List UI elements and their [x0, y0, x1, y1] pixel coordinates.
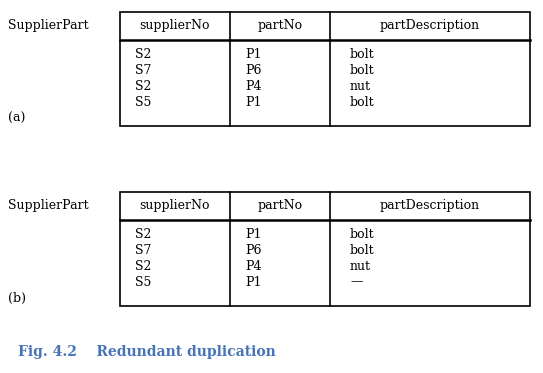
Text: S7: S7 — [135, 63, 151, 76]
Text: S2: S2 — [135, 79, 151, 93]
Text: P6: P6 — [245, 244, 262, 257]
Text: S5: S5 — [135, 276, 151, 288]
Text: S7: S7 — [135, 244, 151, 257]
Text: partDescription: partDescription — [380, 200, 480, 213]
Text: bolt: bolt — [350, 95, 375, 109]
Text: P1: P1 — [245, 47, 262, 60]
Text: supplierNo: supplierNo — [140, 200, 210, 213]
Text: SupplierPart: SupplierPart — [8, 200, 89, 213]
Text: S2: S2 — [135, 260, 151, 273]
Text: partNo: partNo — [257, 19, 302, 32]
Text: bolt: bolt — [350, 63, 375, 76]
Bar — [120, 12, 530, 126]
Text: (b): (b) — [8, 292, 26, 304]
Text: P1: P1 — [245, 228, 262, 241]
Bar — [120, 192, 530, 306]
Text: bolt: bolt — [350, 47, 375, 60]
Text: bolt: bolt — [350, 228, 375, 241]
Text: S5: S5 — [135, 95, 151, 109]
Text: SupplierPart: SupplierPart — [8, 19, 89, 32]
Text: S2: S2 — [135, 228, 151, 241]
Text: —: — — [350, 276, 363, 288]
Text: nut: nut — [350, 79, 371, 93]
Text: bolt: bolt — [350, 244, 375, 257]
Text: nut: nut — [350, 260, 371, 273]
Text: (a): (a) — [8, 112, 26, 125]
Text: P1: P1 — [245, 95, 262, 109]
Text: supplierNo: supplierNo — [140, 19, 210, 32]
Text: partNo: partNo — [257, 200, 302, 213]
Text: P4: P4 — [245, 79, 262, 93]
Text: S2: S2 — [135, 47, 151, 60]
Text: P6: P6 — [245, 63, 262, 76]
Text: P4: P4 — [245, 260, 262, 273]
Text: P1: P1 — [245, 276, 262, 288]
Text: Fig. 4.2    Redundant duplication: Fig. 4.2 Redundant duplication — [18, 345, 276, 359]
Text: partDescription: partDescription — [380, 19, 480, 32]
